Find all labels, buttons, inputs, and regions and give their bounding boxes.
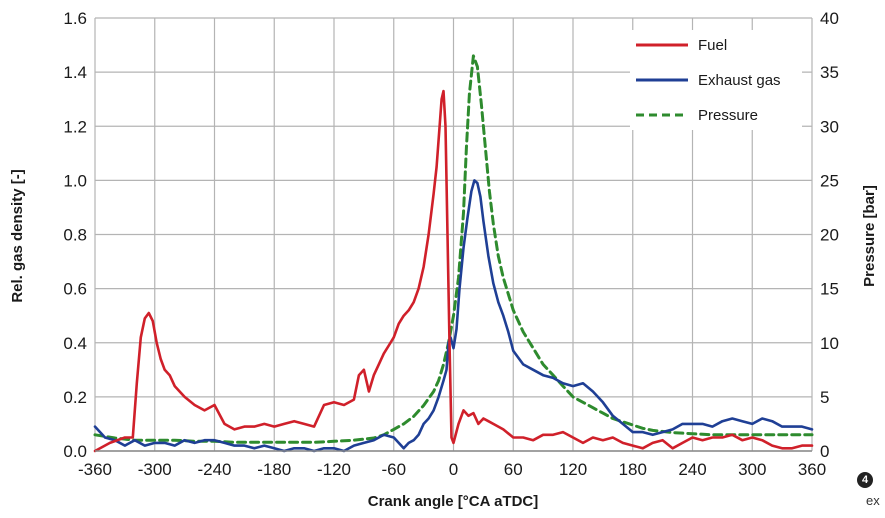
x-tick-label: 120 bbox=[559, 460, 587, 479]
y-right-tick-label: 5 bbox=[820, 388, 829, 407]
x-tick-label: 0 bbox=[449, 460, 458, 479]
x-tick-label: -360 bbox=[78, 460, 112, 479]
y-left-tick-label: 0.2 bbox=[63, 388, 87, 407]
y-left-tick-label: 1.6 bbox=[63, 9, 87, 28]
figure-caption-fragment: ex bbox=[866, 493, 880, 508]
legend-label-pressure: Pressure bbox=[698, 107, 758, 124]
y-right-tick-label: 15 bbox=[820, 280, 839, 299]
x-tick-label: 360 bbox=[798, 460, 826, 479]
y-left-tick-label: 1.2 bbox=[63, 117, 87, 136]
series-layer bbox=[93, 54, 814, 453]
y-axis-right-label: Pressure [bar] bbox=[861, 185, 878, 287]
legend-label-exhaust-gas: Exhaust gas bbox=[698, 72, 781, 89]
series-line-pressure bbox=[93, 54, 814, 444]
y-left-tick-label: 0.8 bbox=[63, 226, 87, 245]
y-axis-left-label: Rel. gas density [-] bbox=[9, 169, 26, 302]
x-tick-label: -300 bbox=[138, 460, 172, 479]
y-left-tick-labels: 0.0 0.2 0.4 0.6 0.8 1.0 1.2 1.4 1.6 bbox=[63, 9, 87, 461]
x-tick-label: 180 bbox=[619, 460, 647, 479]
x-tick-label: -180 bbox=[257, 460, 291, 479]
figure-number-badge: 4 bbox=[857, 472, 873, 488]
x-tick-label: 60 bbox=[504, 460, 523, 479]
y-right-tick-label: 10 bbox=[820, 334, 839, 353]
y-left-tick-label: 0.0 bbox=[63, 442, 87, 461]
y-right-tick-label: 20 bbox=[820, 226, 839, 245]
series-line-fuel bbox=[93, 89, 814, 453]
y-right-tick-label: 35 bbox=[820, 63, 839, 82]
series-line-exhaust-gas bbox=[93, 179, 814, 453]
x-tick-label: -120 bbox=[317, 460, 351, 479]
y-left-tick-label: 0.6 bbox=[63, 280, 87, 299]
y-left-tick-label: 0.4 bbox=[63, 334, 87, 353]
x-tick-label: 300 bbox=[738, 460, 766, 479]
y-right-tick-label: 40 bbox=[820, 9, 839, 28]
x-tick-label: 240 bbox=[678, 460, 706, 479]
x-tick-labels: -360 -300 -240 -180 -120 -60 0 60 120 180 240 300 36… bbox=[78, 460, 826, 479]
y-right-tick-label: 0 bbox=[820, 442, 829, 461]
legend: Fuel Exhaust gas Pressure bbox=[630, 30, 802, 130]
x-axis-label: Crank angle [°CA aTDC] bbox=[368, 493, 538, 510]
y-left-tick-label: 1.4 bbox=[63, 63, 87, 82]
y-right-tick-labels: 0 5 10 15 20 25 30 35 40 bbox=[820, 9, 839, 461]
x-tick-label: -60 bbox=[381, 460, 406, 479]
x-tick-label: -240 bbox=[197, 460, 231, 479]
y-left-tick-label: 1.0 bbox=[63, 171, 87, 190]
legend-label-fuel: Fuel bbox=[698, 37, 727, 54]
y-right-tick-label: 25 bbox=[820, 171, 839, 190]
y-right-tick-label: 30 bbox=[820, 117, 839, 136]
